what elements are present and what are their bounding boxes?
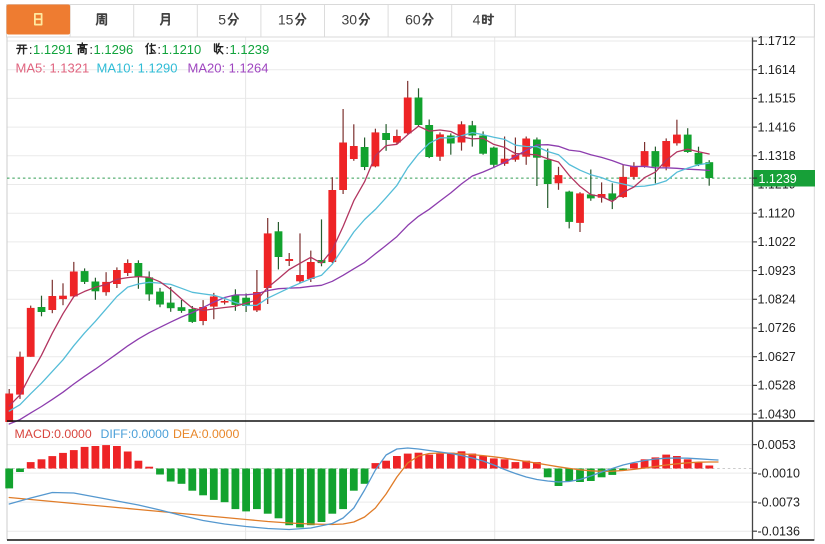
svg-text:1.1210: 1.1210 [162, 42, 202, 57]
svg-text:4: 4 [473, 12, 481, 28]
svg-text:1.0726: 1.0726 [758, 321, 796, 335]
svg-text:1.0528: 1.0528 [758, 379, 796, 393]
svg-text:1.1416: 1.1416 [758, 120, 796, 134]
svg-text:1.0923: 1.0923 [758, 264, 796, 278]
svg-text:1.1120: 1.1120 [758, 206, 795, 220]
svg-text:-0.0073: -0.0073 [758, 495, 800, 509]
svg-text::: : [225, 42, 229, 57]
svg-text::: : [157, 42, 161, 57]
svg-text:1.1318: 1.1318 [758, 149, 796, 163]
svg-text:30: 30 [342, 12, 358, 28]
svg-text:1.1515: 1.1515 [758, 92, 796, 106]
svg-text:60: 60 [405, 12, 421, 28]
svg-text:-0.0010: -0.0010 [758, 466, 800, 480]
svg-text:-0.0136: -0.0136 [758, 524, 800, 538]
svg-text::: : [29, 42, 33, 57]
svg-text:1.1614: 1.1614 [758, 63, 796, 77]
svg-text:1.1239: 1.1239 [230, 42, 270, 57]
svg-text:1.1022: 1.1022 [758, 235, 796, 249]
svg-text::: : [89, 42, 93, 57]
svg-text:1.0824: 1.0824 [758, 293, 796, 307]
svg-text:MACD:0.0000: MACD:0.0000 [15, 427, 92, 441]
svg-text:1.0627: 1.0627 [758, 350, 796, 364]
svg-text:MA5: 1.1321: MA5: 1.1321 [16, 61, 90, 76]
svg-text:1.0430: 1.0430 [758, 407, 796, 421]
svg-text:DEA:0.0000: DEA:0.0000 [173, 427, 239, 441]
svg-text:MA10: 1.1290: MA10: 1.1290 [97, 61, 178, 76]
svg-text:1.1296: 1.1296 [94, 42, 134, 57]
svg-text:5: 5 [218, 12, 226, 28]
svg-text:15: 15 [278, 12, 294, 28]
svg-text:1.1291: 1.1291 [33, 42, 73, 57]
svg-text:1.1712: 1.1712 [758, 34, 796, 48]
svg-text:1.1239: 1.1239 [759, 172, 797, 186]
svg-text:MA20: 1.1264: MA20: 1.1264 [188, 61, 269, 76]
svg-text:0.0053: 0.0053 [758, 438, 796, 452]
svg-text:DIFF:0.0000: DIFF:0.0000 [101, 427, 170, 441]
